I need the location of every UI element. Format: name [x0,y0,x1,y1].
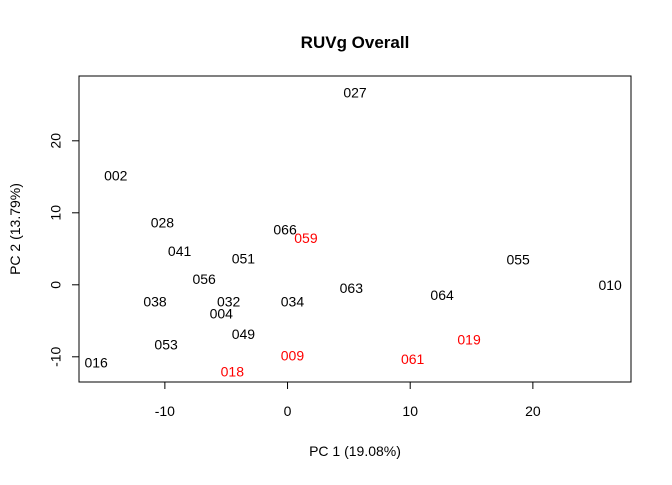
point-label-010: 010 [598,277,622,293]
x-tick-label: 0 [284,403,292,419]
x-axis-label: PC 1 (19.08%) [309,443,401,459]
x-tick-label: 20 [525,403,541,419]
chart-title: RUVg Overall [301,33,410,52]
point-label-059: 059 [294,230,318,246]
point-label-066: 066 [273,222,297,238]
point-label-064: 064 [430,287,454,303]
x-axis: -10 0 10 20 [155,381,541,419]
point-label-038: 038 [143,294,167,310]
point-label-032: 032 [217,294,241,310]
point-label-027: 027 [343,85,367,101]
point-label-019: 019 [457,332,481,348]
point-label-053: 053 [154,337,178,353]
y-tick-label: -10 [48,346,64,366]
point-label-061: 061 [401,351,425,367]
x-tick-label: -10 [155,403,175,419]
point-label-063: 063 [340,280,364,296]
point-label-051: 051 [232,250,256,266]
point-label-018: 018 [221,363,245,379]
point-label-004: 004 [210,306,234,322]
y-tick-label: 20 [48,133,64,149]
point-label-016: 016 [84,355,108,371]
point-label-028: 028 [151,214,175,230]
point-label-049: 049 [232,326,256,342]
y-axis: -10 0 10 20 [48,133,80,367]
point-label-034: 034 [281,294,305,310]
y-tick-label: 10 [48,205,64,221]
point-label-009: 009 [281,348,305,364]
point-label-055: 055 [506,252,530,268]
x-tick-label: 10 [402,403,418,419]
point-label-002: 002 [104,168,128,184]
y-tick-label: 0 [48,281,64,289]
point-label-056: 056 [192,271,216,287]
point-label-041: 041 [168,243,192,259]
y-axis-label: PC 2 (13.79%) [7,183,23,275]
